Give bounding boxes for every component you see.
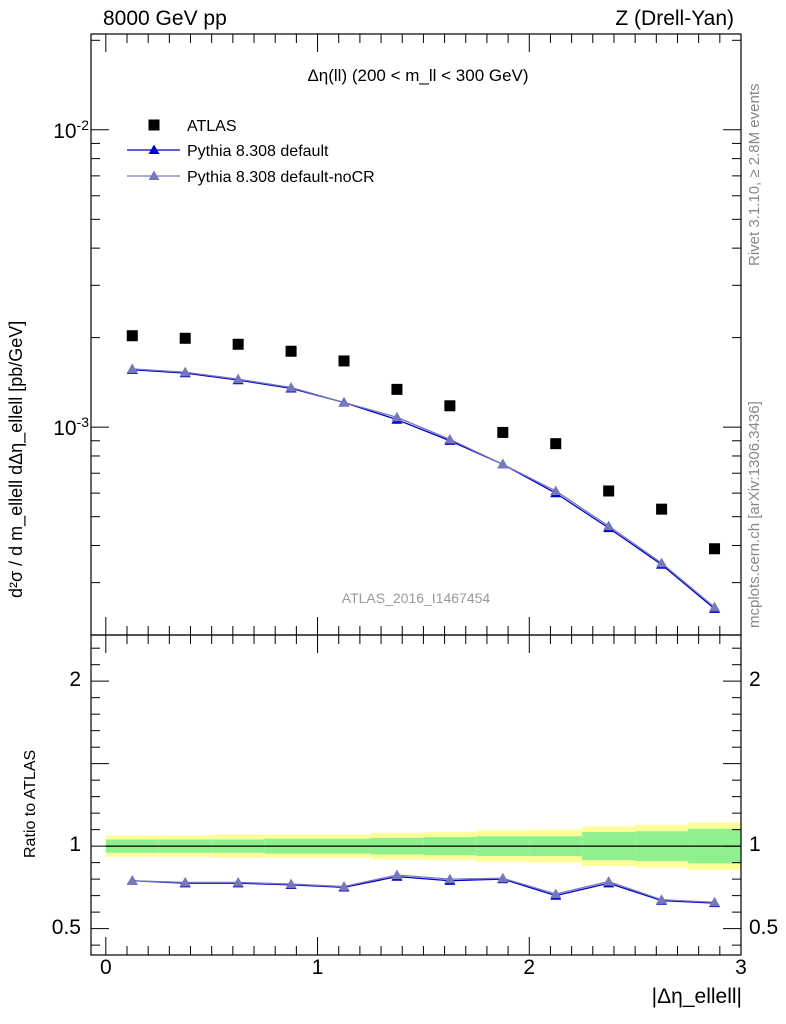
legend-marker-triangle [148,144,160,154]
ratio-y-tick-label-right: 2 [749,668,761,692]
legend: ATLAS Pythia 8.308 default Pythia 8.308 de… [127,118,375,186]
pythia-nocr-point [391,411,403,422]
ratio-line-pythia-8-308-default [132,875,715,904]
atlas-data-point [338,355,350,367]
atlas-data-point [656,503,668,515]
axes-frames [90,33,742,956]
ratio-pythia-nocr-point [550,888,562,899]
atlas-data-point [126,330,138,342]
line-pythia-8-308-default [132,369,715,610]
ratio-pythia-nocr-point [126,875,138,885]
legend-label: ATLAS [187,118,237,135]
main-y-tick-label: 10-2 [53,116,89,143]
pythia-nocr-point [285,381,297,392]
ratio-pythia-nocr-point [709,896,721,907]
atlas-data-point [232,338,244,350]
atlas-data-point [497,426,509,438]
ratio-pythia-nocr-point [391,869,403,880]
x-tick-label: 2 [523,956,536,979]
pythia-nocr-point [179,366,191,377]
pythia-nocr-point [444,433,456,444]
x-tick-label: 3 [735,956,747,979]
legend-label: Pythia 8.308 default [187,143,329,160]
ratio-y-tick-label-right: 0.5 [749,915,779,939]
x-tick-label: 1 [311,956,324,979]
pythia-nocr-point [656,557,668,568]
series-lines [132,368,715,904]
legend-label: Pythia 8.308 default-noCR [187,169,375,186]
ratio-line-pythia-8-308-default-nocr [132,874,715,903]
ratio-pythia-nocr-point [285,878,297,889]
main-y-axis-label: d²σ / d m_ellell dΔη_ellell [pb/GeV] [6,320,26,598]
analysis-watermark: ATLAS_2016_I1467454 [341,590,491,606]
pythia-nocr-point [550,485,562,496]
pythia-nocr-point [338,397,350,407]
atlas-data-point [550,438,562,450]
ratio-y-tick-label-right: 1 [749,833,761,857]
line-pythia-8-308-default-nocr [132,368,715,608]
atlas-data-point [603,485,615,497]
atlas-data-point [285,345,297,357]
chart-title: Δη(ll) (200 < m_ll < 300 GeV) [307,66,529,85]
series-markers [126,330,721,908]
atlas-data-point [444,400,456,412]
ratio-y-tick-label-left: 1 [69,833,81,857]
ratio-pythia-nocr-point [603,876,615,886]
rivet-version-label: Rivet 3.1.10, ≥ 2.8M events [746,83,763,267]
pythia-nocr-point [126,363,138,374]
ratio-pythia-nocr-point [656,894,668,904]
process-label: Z (Drell-Yan) [615,7,734,30]
atlas-data-point [709,543,721,555]
ratio-pythia-nocr-point [497,872,509,883]
ratio-pythia-nocr-point [444,873,456,884]
atlas-data-point [391,383,403,395]
ratio-y-tick-label-left: 0.5 [51,915,81,939]
ratio-pythia-nocr-point [338,881,350,891]
pythia-nocr-point [497,458,509,469]
x-axis-label: |Δη_ellell| [651,985,742,1008]
ratio-y-axis-label: Ratio to ATLAS [22,749,39,858]
energy-label: 8000 GeV pp [103,7,227,30]
pythia-nocr-point [232,373,244,384]
ratio-pythia-nocr-point [232,876,244,887]
ratio-frame [90,634,742,956]
x-tick-label: 0 [99,956,112,979]
atlas-data-point [179,332,191,344]
ratio-y-tick-label-left: 2 [69,668,81,692]
legend-marker-triangle [148,170,160,180]
legend-marker-atlas [148,119,160,131]
pythia-nocr-point [709,601,721,612]
pythia-nocr-point [603,520,615,531]
main-y-tick-label: 10-3 [53,414,89,441]
ratio-pythia-nocr-point [179,876,191,887]
mcplots-source-label: mcplots.cern.ch [arXiv:1306.3436] [746,401,763,628]
